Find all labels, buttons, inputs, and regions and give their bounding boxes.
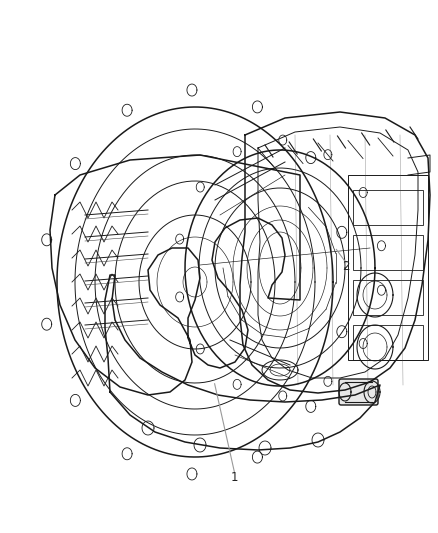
- Bar: [353, 280, 423, 315]
- FancyBboxPatch shape: [339, 379, 378, 405]
- Text: 2: 2: [342, 260, 350, 273]
- Bar: [353, 235, 423, 270]
- Bar: [353, 190, 423, 225]
- Bar: [348, 175, 428, 360]
- Bar: [353, 325, 423, 360]
- Text: 1: 1: [230, 471, 238, 483]
